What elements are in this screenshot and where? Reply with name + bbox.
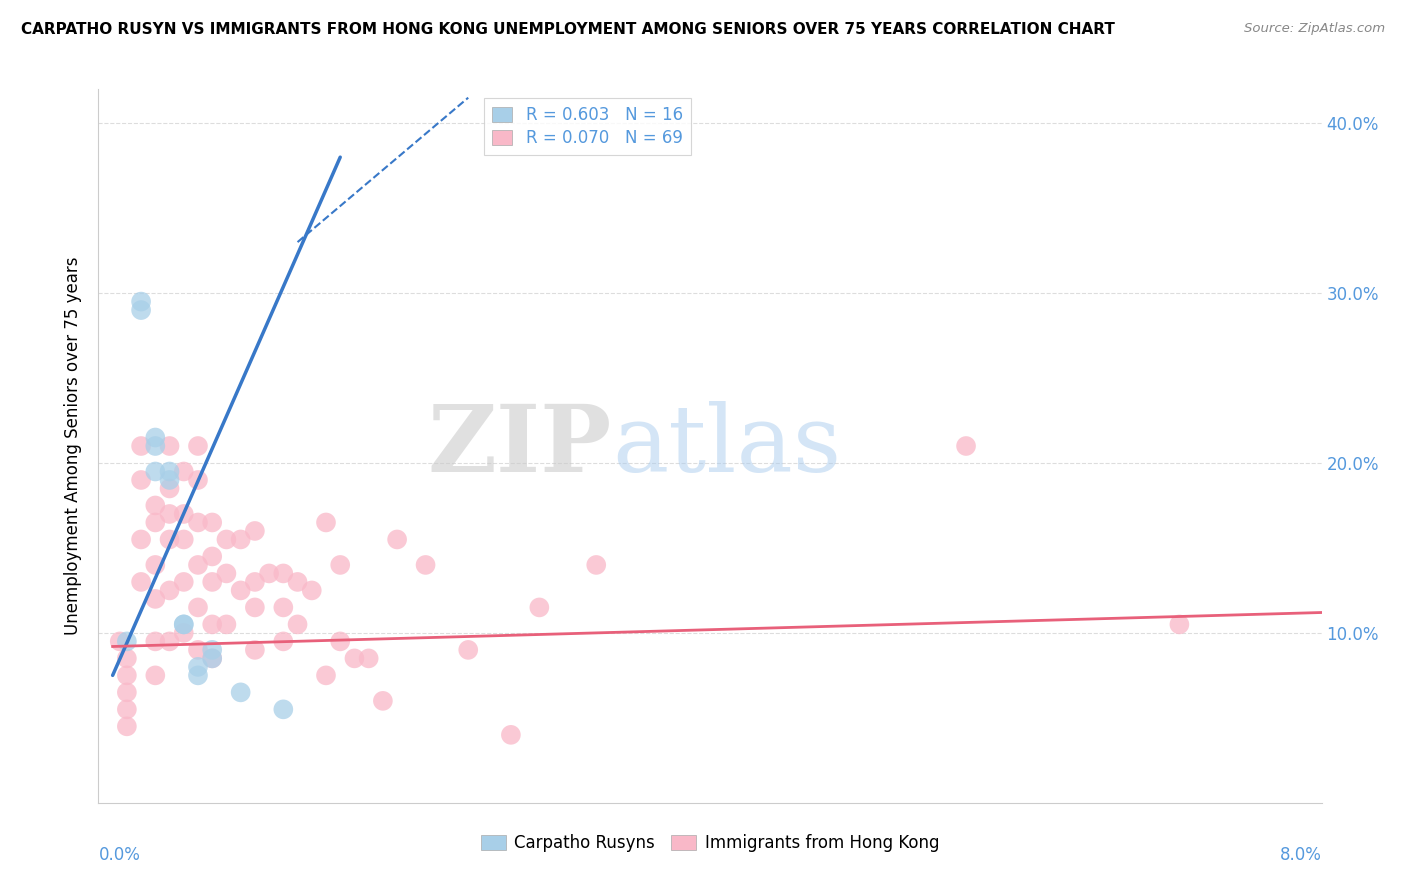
Point	[243, 524, 266, 538]
Point	[187, 600, 209, 615]
Point	[129, 439, 152, 453]
Point	[1168, 617, 1191, 632]
Point	[955, 439, 977, 453]
Y-axis label: Unemployment Among Seniors over 75 years: Unemployment Among Seniors over 75 years	[65, 257, 83, 635]
Point	[585, 558, 607, 572]
Point	[273, 702, 295, 716]
Point	[187, 516, 209, 530]
Point	[143, 668, 166, 682]
Legend: Carpatho Rusyns, Immigrants from Hong Kong: Carpatho Rusyns, Immigrants from Hong Ko…	[474, 828, 946, 859]
Point	[173, 465, 195, 479]
Point	[301, 583, 323, 598]
Point	[143, 465, 166, 479]
Point	[143, 430, 166, 444]
Point	[143, 634, 166, 648]
Point	[315, 516, 337, 530]
Point	[173, 574, 195, 589]
Point	[201, 549, 224, 564]
Point	[187, 643, 209, 657]
Text: 8.0%: 8.0%	[1279, 846, 1322, 863]
Point	[457, 643, 479, 657]
Point	[115, 702, 138, 716]
Point	[329, 558, 352, 572]
Point	[187, 558, 209, 572]
Point	[357, 651, 380, 665]
Point	[159, 507, 181, 521]
Point	[243, 600, 266, 615]
Point	[287, 574, 309, 589]
Point	[173, 533, 195, 547]
Point	[115, 685, 138, 699]
Point	[257, 566, 280, 581]
Point	[329, 634, 352, 648]
Point	[201, 643, 224, 657]
Text: atlas: atlas	[612, 401, 841, 491]
Point	[173, 626, 195, 640]
Point	[243, 643, 266, 657]
Point	[529, 600, 551, 615]
Point	[159, 583, 181, 598]
Point	[385, 533, 408, 547]
Point	[273, 600, 295, 615]
Point	[159, 634, 181, 648]
Text: 0.0%: 0.0%	[98, 846, 141, 863]
Point	[143, 558, 166, 572]
Point	[173, 507, 195, 521]
Point	[201, 651, 224, 665]
Point	[201, 574, 224, 589]
Point	[229, 685, 252, 699]
Point	[273, 566, 295, 581]
Point	[143, 591, 166, 606]
Point	[159, 473, 181, 487]
Point	[187, 473, 209, 487]
Point	[143, 516, 166, 530]
Point	[115, 634, 138, 648]
Point	[187, 668, 209, 682]
Point	[159, 533, 181, 547]
Point	[143, 499, 166, 513]
Point	[173, 617, 195, 632]
Point	[187, 660, 209, 674]
Point	[229, 583, 252, 598]
Point	[273, 634, 295, 648]
Point	[159, 439, 181, 453]
Point	[215, 566, 238, 581]
Point	[108, 634, 131, 648]
Point	[415, 558, 437, 572]
Text: Source: ZipAtlas.com: Source: ZipAtlas.com	[1244, 22, 1385, 36]
Point	[287, 617, 309, 632]
Point	[315, 668, 337, 682]
Text: CARPATHO RUSYN VS IMMIGRANTS FROM HONG KONG UNEMPLOYMENT AMONG SENIORS OVER 75 Y: CARPATHO RUSYN VS IMMIGRANTS FROM HONG K…	[21, 22, 1115, 37]
Point	[115, 719, 138, 733]
Point	[187, 439, 209, 453]
Point	[201, 617, 224, 632]
Point	[173, 617, 195, 632]
Point	[243, 574, 266, 589]
Point	[129, 574, 152, 589]
Point	[343, 651, 366, 665]
Point	[129, 294, 152, 309]
Point	[129, 533, 152, 547]
Point	[215, 617, 238, 632]
Point	[215, 533, 238, 547]
Point	[129, 303, 152, 318]
Point	[229, 533, 252, 547]
Point	[159, 465, 181, 479]
Point	[115, 651, 138, 665]
Point	[115, 668, 138, 682]
Text: ZIP: ZIP	[427, 401, 612, 491]
Point	[159, 482, 181, 496]
Point	[499, 728, 522, 742]
Point	[129, 473, 152, 487]
Point	[201, 516, 224, 530]
Point	[143, 439, 166, 453]
Point	[371, 694, 394, 708]
Point	[201, 651, 224, 665]
